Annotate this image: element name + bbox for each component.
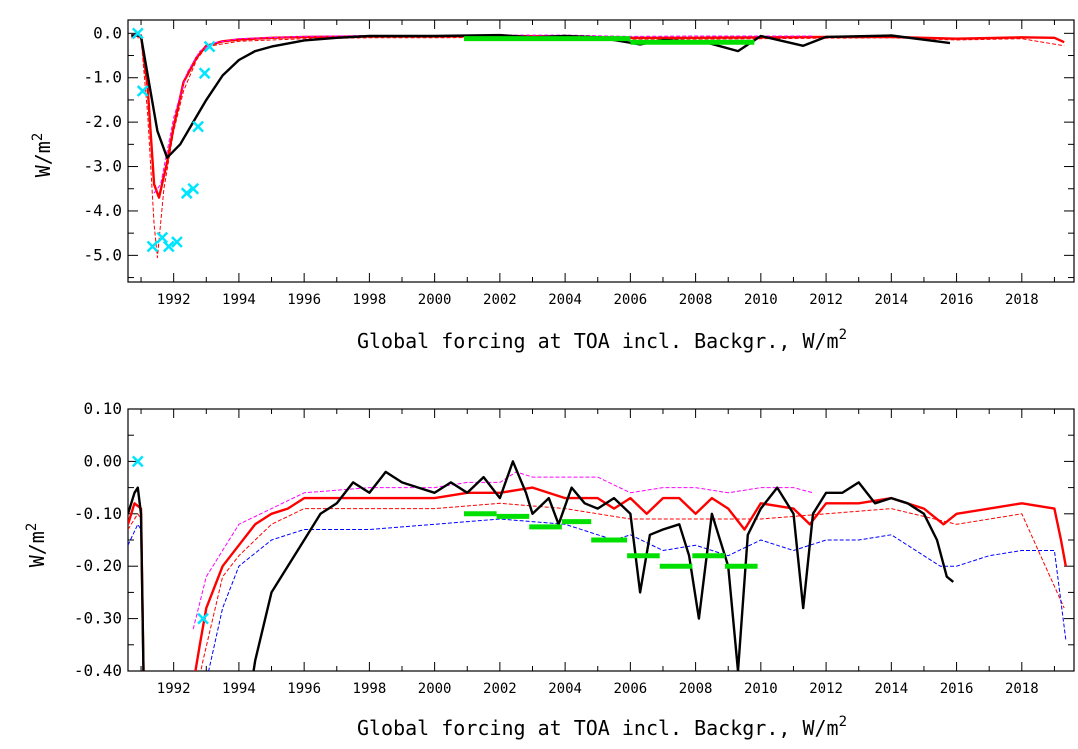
- observation-marker: [146, 240, 159, 253]
- chart-forcing-zoomed: 1992 1994 1996 1998 2000 2002 2004 2006 2008 2010…: [24, 399, 1075, 740]
- x-tick-label: 2004: [548, 292, 582, 308]
- series-line: [131, 36, 1065, 259]
- series-group: [131, 27, 1065, 259]
- observation-marker: [203, 40, 216, 53]
- x-tick-label: 2010: [744, 681, 778, 697]
- x-axis-label: Global forcing at TOA incl. Backgr., W/m…: [357, 327, 847, 353]
- series-line: [128, 460, 955, 671]
- y-tick-label: -1.0: [83, 68, 122, 87]
- series-line: [128, 502, 1065, 671]
- y-tick-label: -4.0: [83, 201, 122, 220]
- observation-marker: [192, 120, 205, 133]
- y-axis-label-base: W/m: [31, 141, 55, 177]
- observation-marker: [162, 240, 175, 253]
- y-tick-label: -0.40: [74, 661, 122, 680]
- x-tick-label: 2010: [744, 292, 778, 308]
- observation-marker: [198, 67, 211, 80]
- observation-marker: [171, 236, 183, 248]
- observation-marker: [131, 27, 144, 40]
- observation-marker: [197, 612, 209, 625]
- x-axis-label-superscript: 2: [839, 327, 847, 343]
- x-tick-label: 2008: [679, 292, 713, 308]
- x-axis-label-base: Global forcing at TOA incl. Backgr., W/m: [357, 716, 839, 740]
- x-tick-label: 1992: [157, 681, 191, 697]
- x-tick-label: 1994: [222, 292, 256, 308]
- series-group: [128, 455, 1067, 671]
- x-tick-label: 1998: [353, 681, 387, 697]
- y-tick-label: -3.0: [83, 157, 122, 176]
- x-axis-label-base: Global forcing at TOA incl. Backgr., W/m: [357, 329, 839, 353]
- x-tick-label: 2006: [613, 292, 647, 308]
- y-tick-label: 0.10: [83, 399, 122, 418]
- y-tick-label: 0.0: [93, 23, 122, 42]
- series-line: [128, 486, 1067, 671]
- series-line: [153, 34, 813, 194]
- y-axis-label: W/m2: [30, 133, 55, 178]
- x-tick-label: 2008: [679, 681, 713, 697]
- plot-area: 1992 1994 1996 1998 2000 2002 2004 2006 2008 2010…: [83, 19, 1075, 308]
- x-tick-label: 1992: [157, 292, 191, 308]
- y-tick-label: -0.10: [74, 504, 122, 523]
- y-axis-label-base: W/m: [25, 531, 49, 567]
- x-tick-label: 2002: [483, 681, 517, 697]
- y-tick-label: -5.0: [83, 245, 122, 264]
- x-tick-label: 2000: [418, 681, 452, 697]
- x-tick-label: 2006: [613, 681, 647, 697]
- x-tick-label: 2014: [874, 292, 908, 308]
- x-tick-label: 2012: [809, 681, 843, 697]
- y-axis-label-superscript: 2: [24, 523, 40, 531]
- observation-marker: [187, 182, 200, 195]
- observation-marker: [136, 85, 149, 97]
- x-tick-label: 2004: [548, 681, 582, 697]
- x-axis-label-superscript: 2: [839, 714, 847, 730]
- x-tick-label: 2012: [809, 292, 843, 308]
- x-axis-label: Global forcing at TOA incl. Backgr., W/m…: [357, 714, 847, 740]
- x-tick-label: 2014: [874, 681, 908, 697]
- x-tick-label: 1998: [353, 292, 387, 308]
- x-tick-label: 2002: [483, 292, 517, 308]
- plot-area: 1992 1994 1996 1998 2000 2002 2004 2006 2008 2010…: [74, 399, 1075, 697]
- series-line: [131, 33, 951, 159]
- observation-marker: [180, 187, 193, 200]
- y-tick-label: -0.20: [74, 556, 122, 575]
- y-tick-label: 0.00: [83, 451, 122, 470]
- x-tick-label: 2016: [940, 292, 974, 308]
- y-axis-label-superscript: 2: [30, 133, 46, 141]
- x-tick-label: 1994: [222, 681, 256, 697]
- x-tick-label: 1996: [287, 292, 321, 308]
- x-tick-label: 2018: [1005, 681, 1039, 697]
- series-line: [131, 34, 1065, 199]
- y-tick-label: -2.0: [83, 112, 122, 131]
- y-tick-label: -0.30: [74, 609, 122, 628]
- x-tick-label: 2016: [940, 681, 974, 697]
- x-tick-label: 2000: [418, 292, 452, 308]
- x-tick-label: 1996: [287, 681, 321, 697]
- observation-marker: [131, 455, 144, 468]
- y-axis-label: W/m2: [24, 523, 49, 568]
- plot-frame: [127, 19, 1075, 283]
- observation-marker: [156, 231, 169, 244]
- chart-forcing-full-range: 1992 1994 1996 1998 2000 2002 2004 2006 2008 2010…: [30, 19, 1075, 353]
- series-line: [128, 518, 1067, 671]
- series-line: [192, 471, 814, 630]
- x-tick-label: 2018: [1005, 292, 1039, 308]
